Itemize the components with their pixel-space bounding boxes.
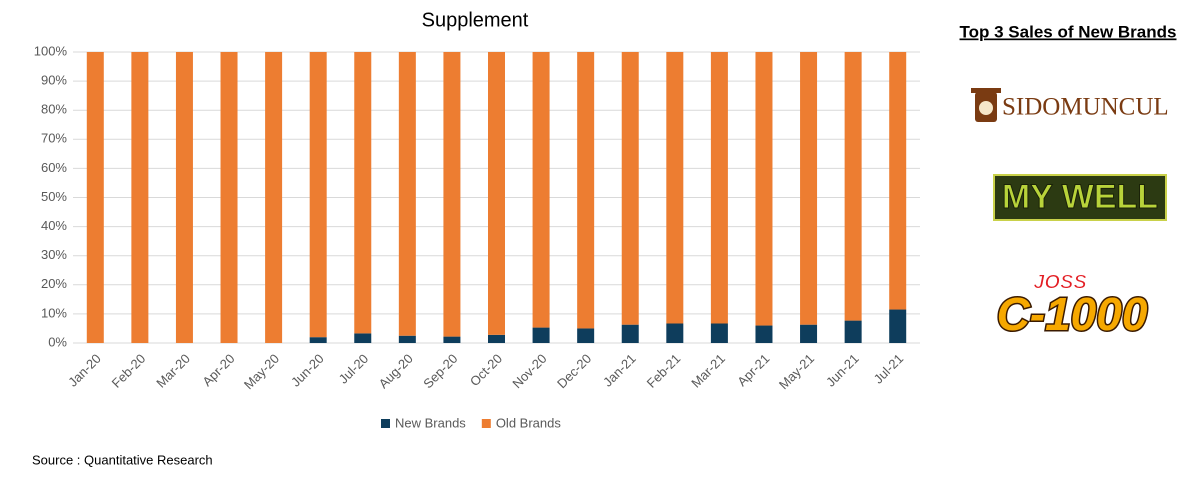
bar-segment [532, 327, 550, 343]
logo-text: JOSS [1033, 271, 1087, 293]
bar-segment [755, 52, 773, 326]
bar-segment [889, 309, 907, 343]
sidebar-title: Top 3 Sales of New Brands [960, 22, 1177, 41]
x-tick-label: Apr-20 [199, 351, 237, 389]
logo-text: MY WELL [1002, 178, 1158, 216]
x-tick-label: Jul-21 [871, 351, 907, 387]
x-tick-label: Sep-20 [420, 351, 460, 391]
y-tick-label: 40% [41, 218, 67, 233]
x-tick-label: Feb-20 [109, 351, 149, 391]
x-tick-label: Jul-20 [336, 351, 372, 387]
legend-label: Old Brands [496, 415, 562, 430]
bar-segment [755, 325, 773, 343]
x-tick-label: Feb-21 [644, 351, 684, 391]
bar-segment [175, 52, 193, 343]
y-tick-label: 10% [41, 305, 67, 320]
bar-segment [86, 52, 104, 343]
y-tick-label: 30% [41, 247, 67, 262]
y-tick-label: 100% [34, 43, 68, 58]
chart-title: Supplement [422, 9, 529, 31]
bar-segment [577, 52, 595, 329]
y-tick-label: 80% [41, 102, 67, 117]
bar-segment [844, 52, 862, 321]
bar-segment [488, 334, 505, 343]
y-tick-label: 70% [41, 131, 67, 146]
x-tick-label: Oct-20 [467, 351, 505, 389]
x-tick-label: May-21 [776, 351, 817, 392]
bar-segment [488, 52, 505, 335]
x-tick-label: Mar-20 [153, 351, 193, 391]
y-tick-label: 20% [41, 276, 67, 291]
x-tick-label: Mar-21 [688, 351, 728, 391]
x-tick-label: Dec-20 [554, 351, 594, 391]
bar-segment [710, 52, 728, 324]
logo-sidomuncul: SIDOMUNCUL [971, 88, 1169, 122]
bar-segment [265, 52, 283, 343]
x-tick-label: Apr-21 [734, 351, 772, 389]
bar-segment [800, 324, 818, 343]
y-tick-label: 90% [41, 73, 67, 88]
x-tick-label: Nov-20 [509, 351, 549, 391]
x-tick-label: Jun-21 [823, 351, 862, 390]
y-tick-label: 0% [48, 334, 67, 349]
legend-swatch [381, 419, 390, 428]
bar-segment [398, 335, 416, 343]
x-tick-label: Aug-20 [376, 351, 416, 391]
x-tick-label: Jun-20 [288, 351, 327, 390]
bar-segment [844, 320, 862, 343]
source-note: Source : Quantitative Research [32, 452, 213, 467]
bar-segment [621, 324, 639, 343]
bar-segment [621, 52, 639, 325]
logo-text: C-1000 [997, 288, 1148, 340]
bar-segment [577, 328, 595, 343]
bar-segment [666, 323, 684, 343]
bar-segment [354, 52, 372, 334]
bar-segment [532, 52, 550, 328]
bar-segment [309, 337, 327, 343]
legend-label: New Brands [395, 415, 466, 430]
logo-mywell: MY WELL [993, 174, 1167, 221]
logo-text: SIDOMUNCUL [1002, 94, 1169, 121]
x-tick-label: Jan-21 [600, 351, 639, 390]
y-tick-label: 50% [41, 189, 67, 204]
y-tick-label: 60% [41, 160, 67, 175]
logo-joss: JOSS C-1000 [995, 271, 1149, 342]
bar-segment [354, 333, 372, 343]
x-tick-label: May-20 [241, 351, 282, 392]
bar-segment [889, 52, 907, 310]
bar-segment [131, 52, 149, 343]
bar-segment [398, 52, 416, 336]
bar-segment [220, 52, 238, 343]
bar-segment [666, 52, 684, 324]
x-tick-label: Jan-20 [65, 351, 104, 390]
bar-segment [710, 323, 728, 343]
bar-segment [309, 52, 327, 338]
bar-segment [800, 52, 818, 325]
legend-swatch [481, 419, 491, 428]
bar-segment [443, 52, 461, 337]
bar-segment [443, 336, 461, 343]
